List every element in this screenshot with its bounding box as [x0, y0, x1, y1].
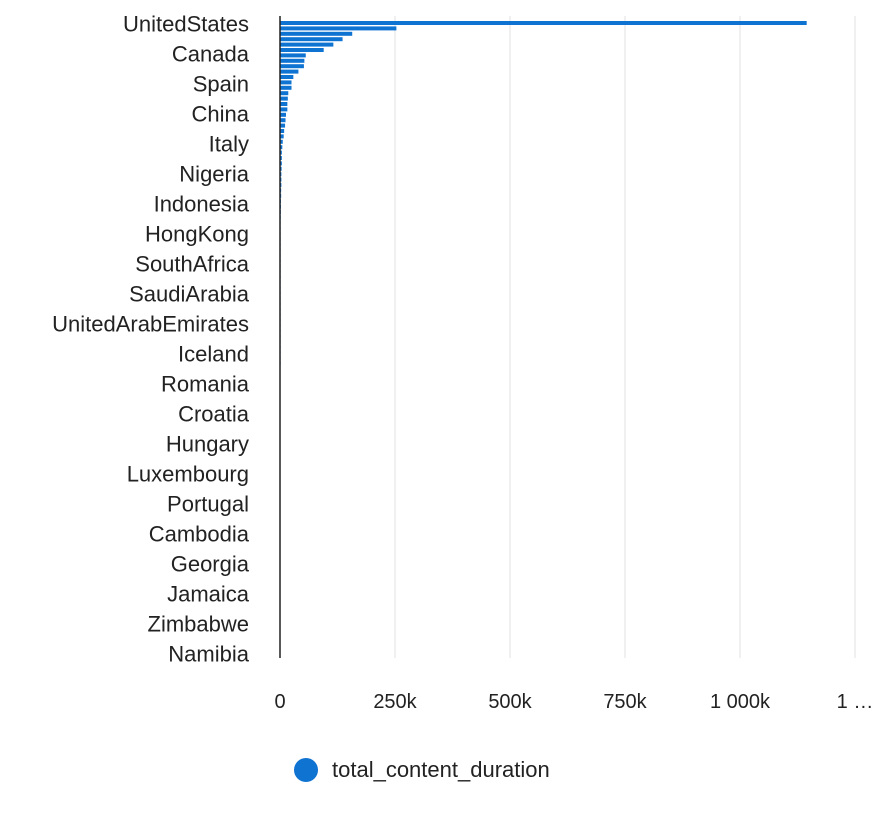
y-tick-label: Zimbabwe — [148, 612, 249, 637]
bar — [280, 139, 283, 144]
x-tick-label: 0 — [274, 691, 285, 713]
x-tick-label: 1 000k — [710, 691, 771, 713]
bar — [280, 69, 299, 74]
bar — [280, 123, 286, 128]
legend-label: total_content_duration — [332, 757, 550, 782]
x-tick-label: 500k — [488, 691, 532, 713]
y-tick-label: Croatia — [178, 402, 250, 427]
y-tick-label: Cambodia — [149, 522, 250, 547]
bar — [280, 145, 283, 150]
x-tick-label: 1 … — [837, 691, 874, 713]
y-tick-label: HongKong — [145, 222, 249, 247]
bar — [280, 31, 353, 36]
y-tick-label: Hungary — [166, 432, 249, 457]
legend[interactable]: total_content_duration — [294, 757, 550, 783]
bar — [280, 21, 807, 25]
y-tick-label: China — [192, 102, 250, 127]
y-tick-label: Portugal — [167, 492, 249, 517]
y-tick-label: UnitedArabEmirates — [52, 312, 249, 337]
bar — [280, 37, 343, 42]
bar — [280, 150, 282, 155]
bar — [280, 85, 292, 90]
legend-marker — [294, 758, 318, 782]
bar — [280, 26, 397, 31]
bar-chart: 0 250k 500k 750k 1 000k 1 … UnitedStates Canada… — [52, 12, 874, 714]
x-tick-label: 250k — [373, 691, 417, 713]
bar — [280, 118, 286, 123]
bar — [280, 134, 284, 139]
y-tick-label: Jamaica — [167, 582, 250, 607]
bar — [280, 48, 324, 52]
bar — [280, 42, 334, 47]
bar — [280, 129, 285, 133]
bar — [280, 112, 286, 117]
bar — [280, 166, 282, 171]
y-tick-label: Namibia — [168, 642, 249, 667]
y-tick-label: Indonesia — [154, 192, 250, 217]
bar — [280, 80, 292, 85]
bar — [280, 161, 282, 166]
y-tick-label: Italy — [209, 132, 249, 157]
y-tick-label: SaudiArabia — [129, 282, 250, 307]
bar — [280, 64, 304, 69]
y-tick-label: Canada — [172, 42, 250, 67]
bar — [280, 53, 306, 58]
bar — [280, 96, 288, 101]
y-tick-label: SouthAfrica — [135, 252, 249, 277]
y-tick-label: UnitedStates — [123, 12, 249, 37]
bar — [280, 75, 294, 79]
y-tick-label: Spain — [193, 72, 249, 97]
x-tick-label: 750k — [603, 691, 647, 713]
bar — [280, 156, 282, 160]
bar — [280, 102, 288, 106]
bar — [280, 91, 289, 96]
y-tick-label: Romania — [161, 372, 250, 397]
bar — [280, 58, 305, 63]
y-tick-label: Luxembourg — [127, 462, 249, 487]
y-tick-label: Nigeria — [179, 162, 249, 187]
y-tick-label: Georgia — [171, 552, 250, 577]
bar — [280, 107, 288, 112]
y-tick-label: Iceland — [178, 342, 249, 367]
